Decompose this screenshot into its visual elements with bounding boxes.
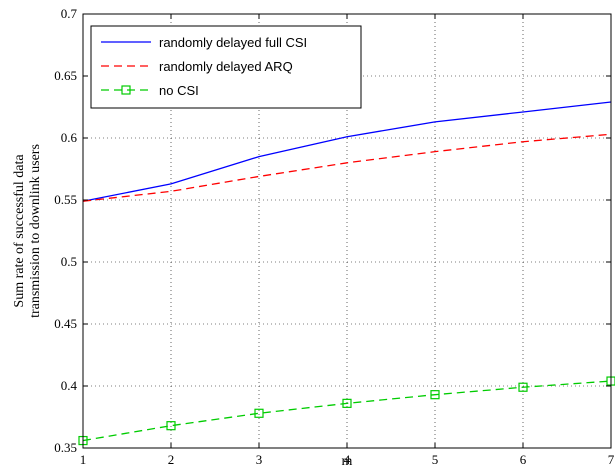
x-tick-label: 1 [80,452,87,467]
legend-label-0: randomly delayed full CSI [159,35,307,50]
x-tick-label: 5 [432,452,439,467]
y-tick-label: 0.6 [61,130,78,145]
data-point-marker [342,398,352,408]
y-axis-title-line-2: transmission to downlink users [28,144,43,318]
y-tick-label: 0.35 [54,440,77,455]
series-line-1 [82,133,612,202]
data-point-marker [518,382,528,392]
y-axis-title-line-1: Sum rate of successful data [12,154,27,308]
data-point-marker [254,408,264,418]
series-line-0 [82,101,612,202]
legend-label-1: randomly delayed ARQ [159,59,293,74]
legend-box [90,25,362,109]
tick-labels: 1 2 3 4 5 6 7 0.35 0.4 0.45 0.5 0.55 0.6 0.65 0.7 [54,6,615,467]
data-point-marker [166,421,176,431]
y-tick-label: 0.5 [61,254,77,269]
y-tick-label: 0.45 [54,316,77,331]
axis-ticks [82,13,612,449]
series-line-2 [82,380,612,442]
y-axis-title: Sum rate of successful data transmission… [12,144,43,318]
y-tick-label: 0.65 [54,68,77,83]
data-point-marker [430,390,440,400]
x-tick-label: 3 [256,452,263,467]
x-axis-title: m [342,454,353,467]
x-tick-label: 2 [168,452,175,467]
legend-marker [121,85,131,95]
x-tick-label: 4 [344,452,351,467]
x-tick-label: 7 [608,452,615,467]
y-tick-label: 0.7 [61,6,78,21]
y-tick-label: 0.4 [61,378,78,393]
y-tick-label: 0.55 [54,192,77,207]
series-layer [78,101,615,446]
legend: randomly delayed full CSI randomly delaye… [90,25,362,109]
x-tick-label: 6 [520,452,527,467]
legend-label-2: no CSI [159,83,199,98]
